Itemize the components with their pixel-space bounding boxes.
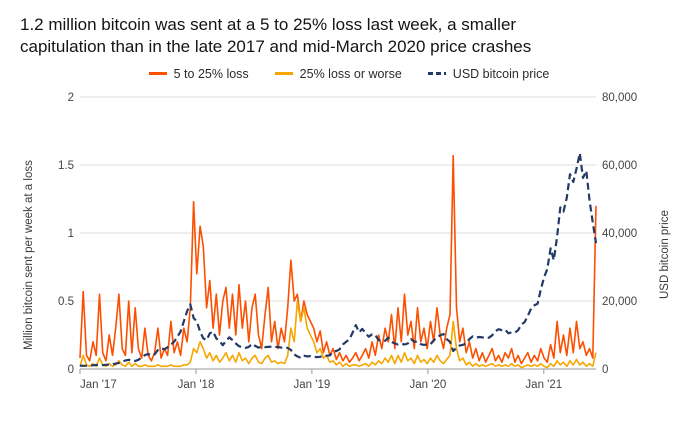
legend-swatch-5-to-25-loss bbox=[148, 72, 167, 76]
right-axis-tick-label: 40,000 bbox=[602, 228, 637, 240]
series-line-0 bbox=[79, 154, 597, 365]
chart-title: 1.2 million bitcoin was sent at a 5 to 2… bbox=[20, 15, 532, 57]
left-axis-tick-label: 2 bbox=[68, 92, 74, 104]
right-axis-tick-label: 80,000 bbox=[602, 92, 637, 104]
right-axis-tick-label: 0 bbox=[602, 364, 608, 376]
left-axis-title: Million bitcoin sent per week at a loss bbox=[23, 159, 35, 350]
left-axis-tick-label: 1 bbox=[68, 228, 74, 240]
right-axis-tick-label: 20,000 bbox=[602, 296, 637, 308]
right-axis-title: USD bitcoin price bbox=[659, 210, 671, 300]
left-axis-tick-label: 1.5 bbox=[58, 160, 74, 172]
legend-item-usd-bitcoin-price: USD bitcoin price bbox=[427, 66, 550, 81]
chart-area: Million bitcoin sent per week at a loss … bbox=[20, 87, 678, 399]
legend-swatch-usd-bitcoin-price bbox=[427, 72, 446, 76]
x-axis-tick-label: Jan '21 bbox=[525, 379, 562, 391]
legend-label-25-loss-or-worse: 25% loss or worse bbox=[299, 66, 402, 81]
left-axis-tick-label: 0.5 bbox=[58, 296, 74, 308]
x-axis-tick-label: Jan '19 bbox=[294, 379, 331, 391]
legend-item-5-to-25-loss: 5 to 25% loss bbox=[148, 66, 249, 81]
legend-item-25-loss-or-worse: 25% loss or worse bbox=[274, 66, 402, 81]
x-axis-tick-label: Jan '20 bbox=[410, 379, 447, 391]
left-axis-tick-label: 0 bbox=[68, 364, 74, 376]
chart-canvas: 0 0 0.5 20,000 1 40,000 1.5 60,000 2 80,000 Jan '1… bbox=[58, 92, 637, 391]
legend-swatch-25-loss-or-worse bbox=[274, 72, 293, 76]
legend-label-usd-bitcoin-price: USD bitcoin price bbox=[452, 66, 550, 81]
legend: 5 to 25% loss 25% loss or worse USD bitc… bbox=[20, 67, 678, 81]
series-line-1 bbox=[79, 300, 597, 369]
series-line-2 bbox=[79, 151, 598, 367]
right-axis-tick-label: 60,000 bbox=[602, 160, 637, 172]
x-axis-tick-label: Jan '18 bbox=[178, 379, 215, 391]
x-axis-tick-label: Jan '17 bbox=[80, 379, 117, 391]
legend-label-5-to-25-loss: 5 to 25% loss bbox=[173, 66, 249, 81]
